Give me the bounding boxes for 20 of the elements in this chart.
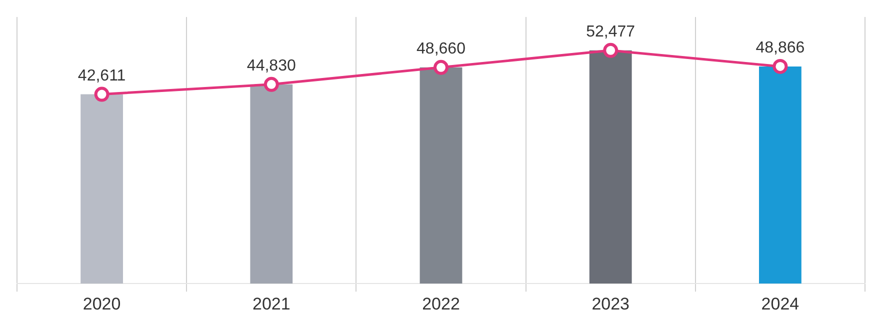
data-label: 42,611 xyxy=(78,67,126,84)
data-label: 48,660 xyxy=(416,40,466,58)
point xyxy=(434,60,448,75)
bar xyxy=(80,94,123,284)
bar xyxy=(589,50,632,284)
bar xyxy=(250,84,293,284)
point xyxy=(603,42,618,58)
x-tick-label: 2023 xyxy=(592,294,630,314)
point xyxy=(94,86,110,102)
data-label: 44,830 xyxy=(246,57,296,74)
x-tick-label: 2022 xyxy=(422,294,460,314)
bar xyxy=(759,66,802,284)
x-tick-label: 2020 xyxy=(82,294,121,314)
bar xyxy=(420,67,462,284)
data-label: 52,477 xyxy=(586,23,636,40)
x-tick-label: 2024 xyxy=(761,294,800,314)
x-tick-label: 2021 xyxy=(252,294,290,314)
data-label: 48,866 xyxy=(756,39,805,56)
point xyxy=(772,58,788,74)
point xyxy=(264,76,279,92)
